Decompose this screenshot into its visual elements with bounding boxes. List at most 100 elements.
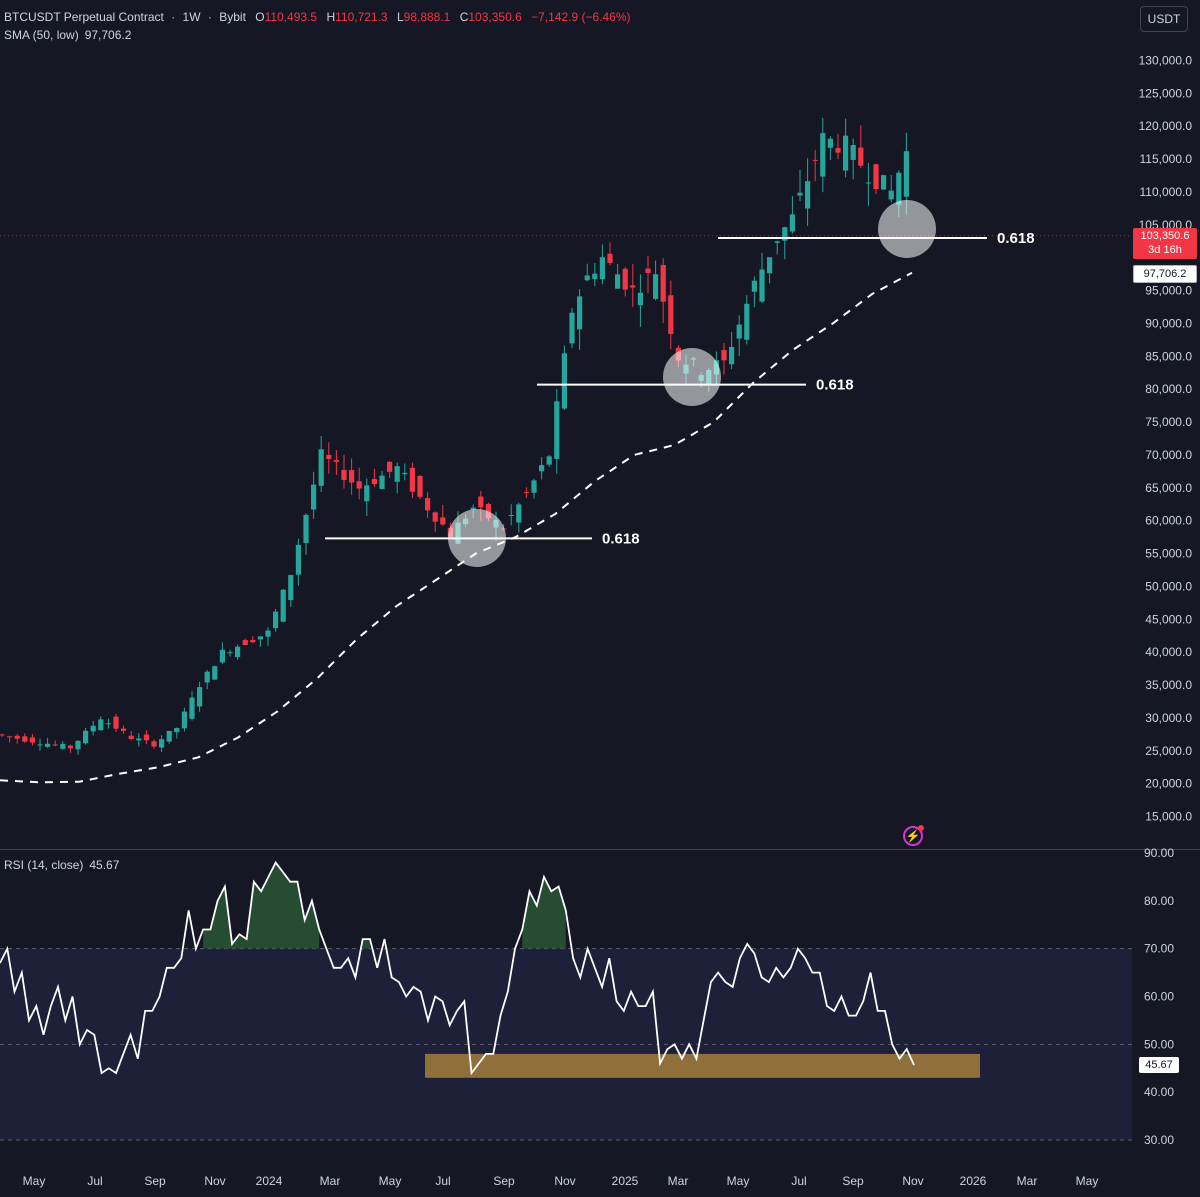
price-tick-label: 60,000.0 xyxy=(1145,514,1192,528)
candle-body xyxy=(562,353,567,408)
open-value: 110,493.5 xyxy=(265,10,318,24)
candle-body xyxy=(0,734,5,735)
highlight-circle xyxy=(448,509,506,567)
legend-separator: · xyxy=(171,10,175,24)
candle-body xyxy=(813,160,818,161)
candle-body xyxy=(212,666,217,679)
candle-body xyxy=(866,183,871,184)
time-tick-label: May xyxy=(379,1174,402,1188)
candle-body xyxy=(7,736,12,737)
candle-body xyxy=(265,631,270,637)
rsi-legend-label[interactable]: RSI (14, close) xyxy=(4,858,83,872)
time-tick-label: Mar xyxy=(320,1174,341,1188)
time-tick-label: Jul xyxy=(87,1174,102,1188)
candle-body xyxy=(873,164,878,189)
time-tick-label: Sep xyxy=(144,1174,166,1188)
candle-body xyxy=(615,274,620,288)
exchange-label: Bybit xyxy=(219,10,246,24)
time-tick-label: Nov xyxy=(204,1174,225,1188)
highlight-circle xyxy=(878,200,936,258)
candle-body xyxy=(425,498,430,510)
candle-body xyxy=(858,148,863,166)
candle-body xyxy=(91,726,96,732)
candle-body xyxy=(349,470,354,483)
candle-body xyxy=(410,468,415,492)
flash-icon[interactable]: ⚡ xyxy=(903,826,923,846)
currency-button[interactable]: USDT xyxy=(1140,6,1188,32)
time-tick-label: Jul xyxy=(435,1174,450,1188)
candle-body xyxy=(889,191,894,200)
candle-body xyxy=(357,481,362,488)
price-tick-label: 45,000.0 xyxy=(1145,612,1192,626)
candle-body xyxy=(881,175,886,189)
candle-body xyxy=(53,744,58,745)
candle-body xyxy=(189,698,194,719)
time-tick-label: May xyxy=(23,1174,46,1188)
high-value: 110,721.3 xyxy=(335,10,388,24)
candle-body xyxy=(37,744,42,745)
open-label: O xyxy=(255,10,264,24)
symbol-legend: BTCUSDT Perpetual Contract · 1W · Bybit … xyxy=(4,8,631,44)
candle-body xyxy=(630,285,635,287)
candle-body xyxy=(106,723,111,724)
candle-body xyxy=(167,731,172,742)
rsi-tick-label: 70.00 xyxy=(1144,942,1174,956)
time-tick-label: Nov xyxy=(902,1174,923,1188)
candle-body xyxy=(205,672,210,683)
candle-body xyxy=(729,347,734,364)
candle-body xyxy=(752,281,757,292)
symbol-name[interactable]: BTCUSDT Perpetual Contract xyxy=(4,10,164,24)
candle-body xyxy=(98,719,103,730)
high-label: H xyxy=(326,10,335,24)
candle-body xyxy=(227,652,232,653)
candle-body xyxy=(531,480,536,492)
time-tick-label: Mar xyxy=(668,1174,689,1188)
candle-body xyxy=(182,712,187,729)
candle-body xyxy=(638,293,643,305)
candle-body xyxy=(288,575,293,600)
candle-body xyxy=(843,136,848,171)
candle-body xyxy=(334,460,339,462)
candle-body xyxy=(113,717,118,729)
candle-body xyxy=(83,731,88,743)
last-price-tag: 103,350.6 3d 16h xyxy=(1133,228,1197,259)
price-tick-label: 85,000.0 xyxy=(1145,349,1192,363)
candle-body xyxy=(668,295,673,334)
low-label: L xyxy=(397,10,404,24)
candle-body xyxy=(296,545,301,575)
rsi-tick-label: 80.00 xyxy=(1144,894,1174,908)
price-tick-label: 130,000.0 xyxy=(1139,54,1193,68)
candle-body xyxy=(45,744,50,747)
candle-body xyxy=(790,214,795,231)
price-tick-label: 65,000.0 xyxy=(1145,481,1192,495)
candle-body xyxy=(235,647,240,657)
sma-legend-label[interactable]: SMA (50, low) xyxy=(4,28,79,42)
highlight-circle xyxy=(663,348,721,406)
candle-body xyxy=(433,512,438,521)
time-tick-label: Sep xyxy=(493,1174,515,1188)
candle-body xyxy=(554,401,559,459)
candle-body xyxy=(395,466,400,482)
candle-body xyxy=(258,636,263,639)
time-tick-label: 2025 xyxy=(612,1174,639,1188)
candle-body xyxy=(341,470,346,480)
candle-body xyxy=(645,269,650,273)
interval-label[interactable]: 1W xyxy=(183,10,201,24)
rsi-tick-label: 50.00 xyxy=(1144,1037,1174,1051)
price-tick-label: 25,000.0 xyxy=(1145,744,1192,758)
candle-body xyxy=(721,350,726,360)
candle-body xyxy=(744,304,749,340)
candle-body xyxy=(174,728,179,732)
sma-price-tag: 97,706.2 xyxy=(1133,265,1197,283)
price-tick-label: 75,000.0 xyxy=(1145,415,1192,429)
rsi-tick-label: 90.00 xyxy=(1144,846,1174,860)
price-tick-label: 70,000.0 xyxy=(1145,448,1192,462)
rsi-tick-label: 60.00 xyxy=(1144,990,1174,1004)
last-price-value: 103,350.6 xyxy=(1133,229,1197,243)
price-tick-label: 50,000.0 xyxy=(1145,579,1192,593)
price-tick-label: 40,000.0 xyxy=(1145,645,1192,659)
candle-body xyxy=(364,485,369,501)
sma-legend-value: 97,706.2 xyxy=(85,28,132,42)
